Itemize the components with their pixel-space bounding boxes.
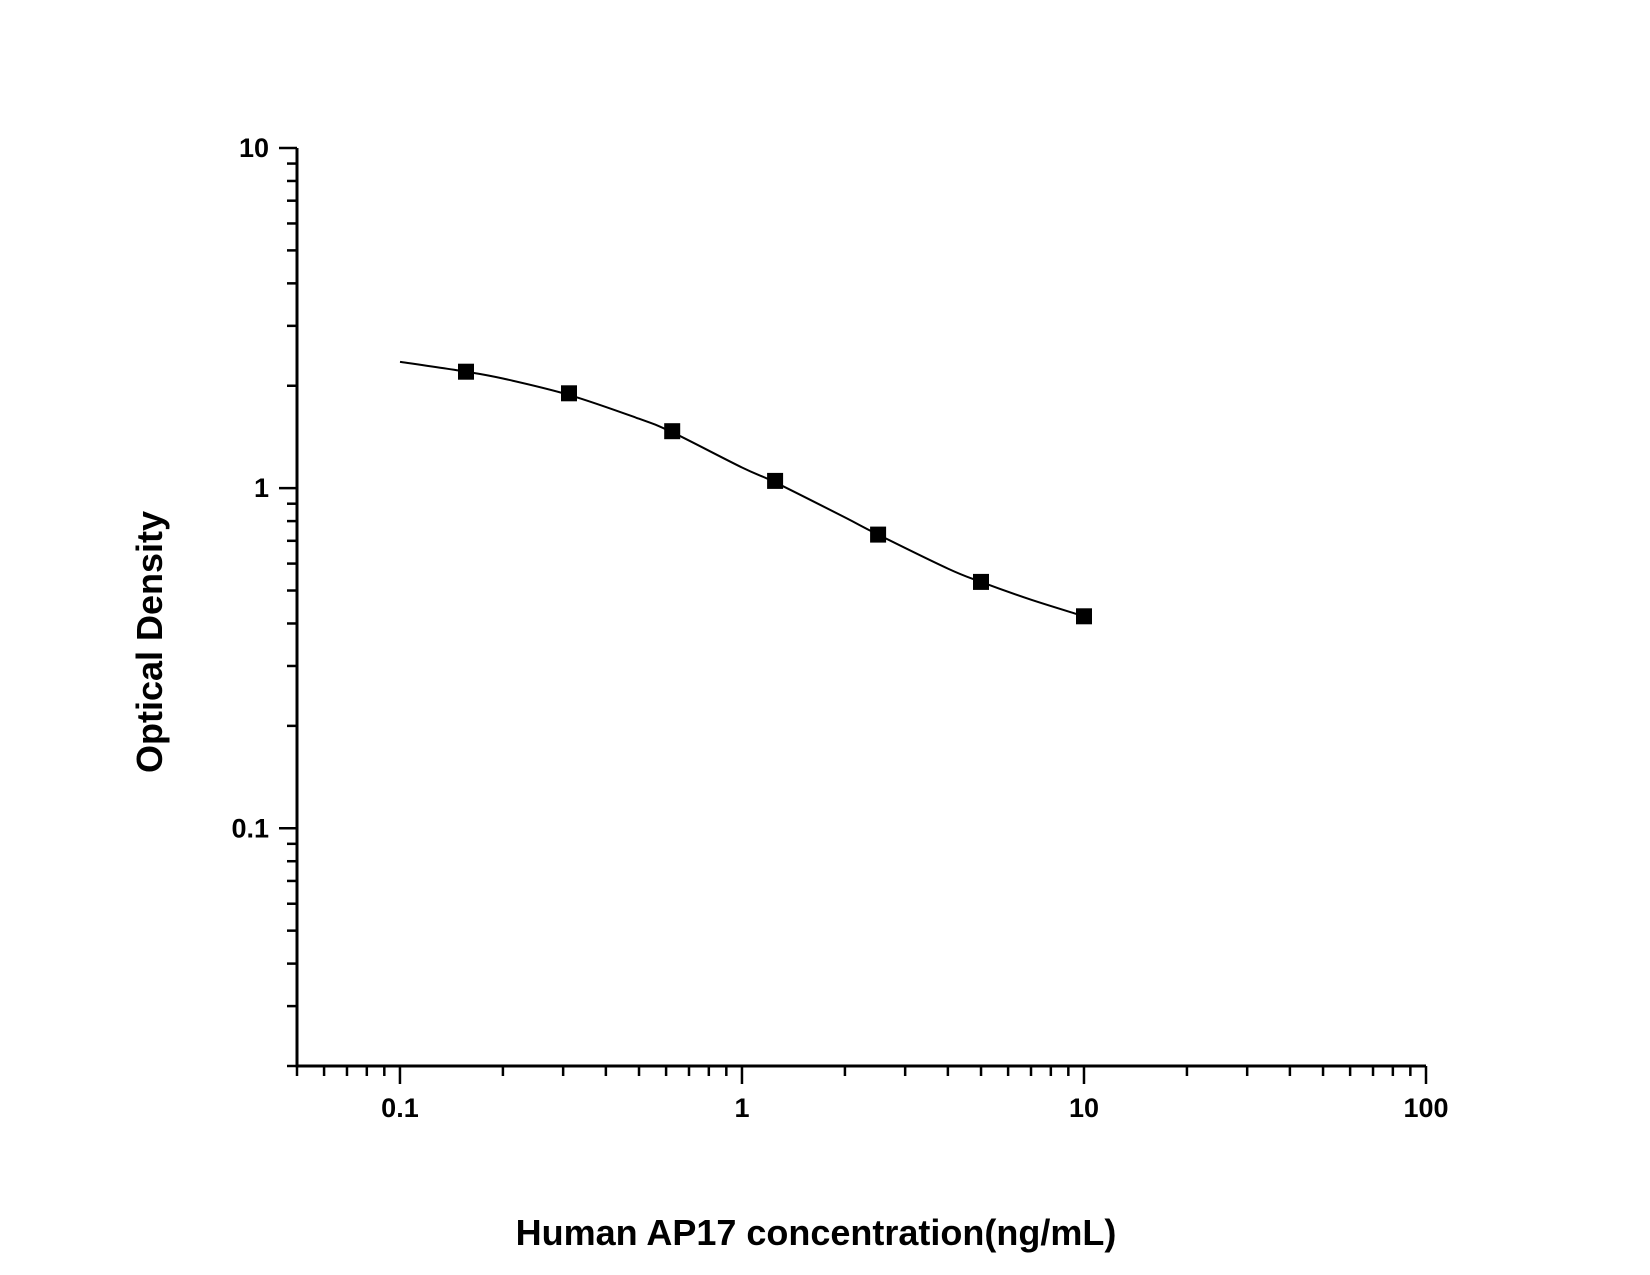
x-axis-title: Human AP17 concentration(ng/mL) bbox=[516, 1212, 1117, 1253]
data-point bbox=[458, 363, 474, 380]
data-point bbox=[1076, 608, 1092, 625]
data-point bbox=[561, 385, 577, 402]
axes bbox=[279, 146, 1428, 1084]
data-point bbox=[973, 573, 989, 590]
y-tick-label: 10 bbox=[239, 133, 269, 163]
x-tick-label: 1 bbox=[734, 1093, 749, 1123]
y-ticks bbox=[279, 146, 297, 1068]
data-points bbox=[458, 363, 1092, 625]
x-ticks bbox=[295, 1066, 1428, 1084]
x-tick-label: 10 bbox=[1069, 1093, 1099, 1123]
y-tick-label: 1 bbox=[254, 473, 269, 503]
data-point bbox=[870, 526, 887, 543]
data-point bbox=[767, 472, 784, 489]
y-axis-title: Optical Density bbox=[129, 511, 170, 773]
x-tick-label: 0.1 bbox=[381, 1093, 419, 1123]
x-tick-label: 100 bbox=[1403, 1093, 1448, 1123]
tick-labels: 0.1 1 10 100 0.1 1 10 bbox=[231, 133, 1448, 1123]
y-tick-label: 0.1 bbox=[231, 813, 269, 843]
data-point bbox=[664, 423, 681, 440]
